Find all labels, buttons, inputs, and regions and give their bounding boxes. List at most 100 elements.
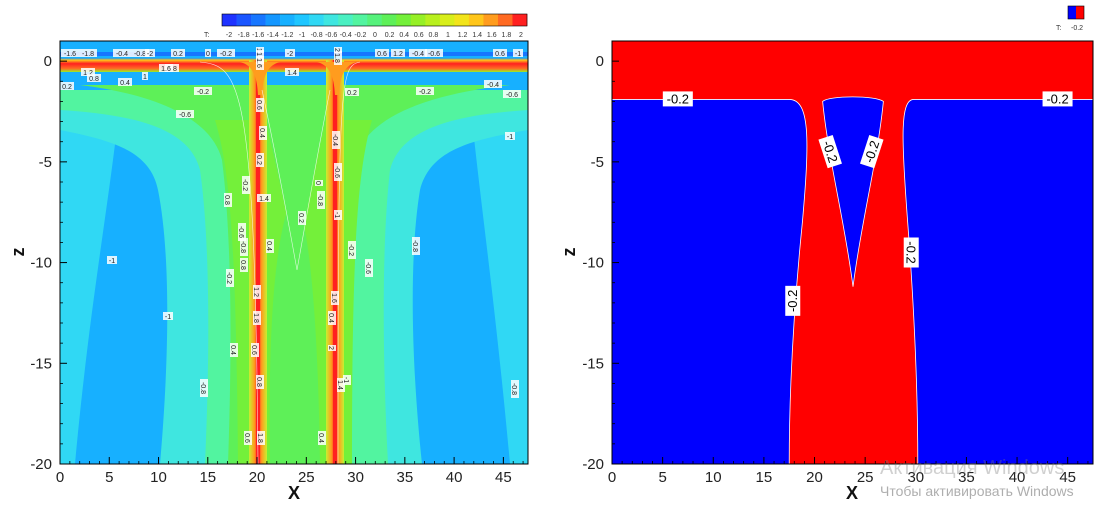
colorbar-tick-label: 0.2 [385, 32, 395, 39]
svg-text:0.2: 0.2 [347, 90, 357, 97]
svg-text:0: 0 [206, 51, 210, 58]
svg-text:0.4: 0.4 [258, 128, 265, 138]
svg-text:-0.8: -0.8 [199, 382, 206, 394]
contour-label: -1 [333, 210, 342, 220]
left-x-tick-label: 20 [249, 469, 266, 486]
svg-text:1.8: 1.8 [252, 313, 259, 323]
right-x-tick-label: 35 [958, 469, 975, 486]
left-y-tick-label: -15 [30, 355, 52, 372]
contour-label: 0.6 [250, 343, 259, 357]
right-y-tick-label: -20 [582, 456, 604, 473]
svg-text:0.6: 0.6 [255, 100, 262, 110]
contour-label: 0.2 [345, 88, 359, 97]
contour-label: -0.2 [225, 269, 234, 287]
contour-label: -0.8 [316, 191, 325, 209]
svg-text:2: 2 [327, 346, 334, 350]
right-contour-label: -0.2 [785, 285, 801, 316]
contour-label: -1 [513, 49, 523, 58]
svg-text:-0.8: -0.8 [134, 51, 146, 58]
colorbar-tick-label: 1.4 [472, 32, 482, 39]
right-contour-label: -0.2 [1042, 91, 1073, 107]
colorbar-swatch [294, 14, 310, 26]
svg-text:1.6: 1.6 [330, 293, 337, 303]
svg-text:-0.2: -0.2 [820, 139, 841, 165]
contour-label: 1.8 [333, 51, 342, 65]
contour-label: -1 [107, 256, 117, 265]
svg-text:-1: -1 [507, 134, 513, 141]
contour-label: -0.2 [416, 87, 434, 96]
contour-label: -1.8 [79, 49, 97, 58]
svg-text:-0.2: -0.2 [241, 179, 248, 191]
svg-text:-1: -1 [333, 212, 340, 218]
contour-label: 0.8 [239, 258, 248, 272]
left-colorbar-var-label: T: [204, 32, 210, 39]
contour-label: 0.4 [118, 78, 132, 87]
right-y-tick-label: -10 [582, 255, 604, 272]
contour-label: -0.4 [331, 131, 340, 149]
right-y-axis-title: z [559, 248, 579, 257]
colorbar-swatch [352, 14, 368, 26]
svg-text:-0.8: -0.8 [411, 240, 418, 252]
right-legend-swatch-above [1076, 6, 1084, 19]
colorbar-swatch [497, 14, 513, 26]
contour-label: 1.2 [81, 68, 95, 77]
contour-label: 1.2 [391, 49, 405, 58]
left-x-tick-label: 10 [150, 469, 167, 486]
left-plot-frame [59, 40, 529, 465]
colorbar-tick-label: -1.4 [267, 32, 279, 39]
contour-label: -0.6 [333, 163, 342, 181]
right-x-tick-label: 40 [1009, 469, 1026, 486]
left-x-tick-label: 35 [396, 469, 413, 486]
left-contour-labels: -1.6 -1.8 -0.4 -0.8 -2 0.2 0 -0.2 -2 0.6 1.2 -0.4 -0… [60, 47, 523, 445]
contour-label: 0.2 [60, 82, 74, 91]
svg-text:1.2: 1.2 [252, 287, 259, 297]
left-x-tick-label: 30 [347, 469, 364, 486]
contour-label: 0.6 [255, 98, 264, 112]
contour-label: -0.6 [176, 110, 194, 119]
colorbar-tick-label: 1.2 [458, 32, 468, 39]
colorbar-swatch [483, 14, 499, 26]
svg-text:0.8: 0.8 [223, 195, 230, 205]
left-y-axis-title: z [8, 248, 28, 257]
svg-text:0.2: 0.2 [255, 155, 262, 165]
svg-text:1.2: 1.2 [83, 70, 93, 77]
svg-text:-1: -1 [165, 314, 171, 321]
colorbar-swatch [236, 14, 252, 26]
contour-label: 0.6 [375, 49, 389, 58]
svg-text:0: 0 [314, 181, 321, 185]
colorbar-tick-label: 1 [446, 32, 450, 39]
contour-label: 0.8 [87, 74, 101, 83]
left-x-axis-title: X [288, 483, 300, 503]
left-y-axis: 0 -5 -10 -15 -20 [30, 40, 67, 473]
right-contour-labels: -0.2 -0.2 -0.2 -0.2 -0.2 -0.2 [662, 91, 1073, 316]
contour-label: 1.6 [159, 64, 173, 73]
svg-text:-1: -1 [109, 258, 115, 265]
svg-text:0.8: 0.8 [239, 260, 246, 270]
contour-label: 2 [333, 47, 342, 53]
right-x-tick-label: 15 [756, 469, 773, 486]
contour-label: 1.8 [252, 311, 261, 325]
contour-label: -0.6 [425, 49, 443, 58]
right-legend-var-label: T: [1056, 25, 1062, 32]
svg-text:1.8: 1.8 [333, 53, 340, 63]
contour-label: 1.8 [256, 431, 265, 445]
contour-label: -0.6 [364, 259, 373, 277]
svg-text:0.4: 0.4 [317, 433, 324, 443]
colorbar-swatch [323, 14, 339, 26]
contour-label: 0.4 [229, 343, 238, 357]
colorbar-tick-label: 0.8 [429, 32, 439, 39]
contour-label: -0.8 [239, 238, 248, 256]
contour-label: 1.2 [252, 285, 261, 299]
contour-label: 0.4 [317, 431, 326, 445]
right-legend: T: -0.2 [1056, 5, 1085, 32]
svg-text:0.4: 0.4 [120, 80, 130, 87]
svg-text:-2: -2 [287, 51, 293, 58]
svg-text:1.6: 1.6 [161, 66, 171, 73]
left-x-tick-label: 0 [56, 469, 64, 486]
contour-label: 0.2 [255, 153, 264, 167]
contour-label: 0.4 [327, 311, 336, 325]
colorbar-swatch [439, 14, 455, 26]
svg-text:-1: -1 [515, 51, 521, 58]
svg-text:1.2: 1.2 [393, 51, 403, 58]
colorbar-swatch [512, 14, 528, 26]
